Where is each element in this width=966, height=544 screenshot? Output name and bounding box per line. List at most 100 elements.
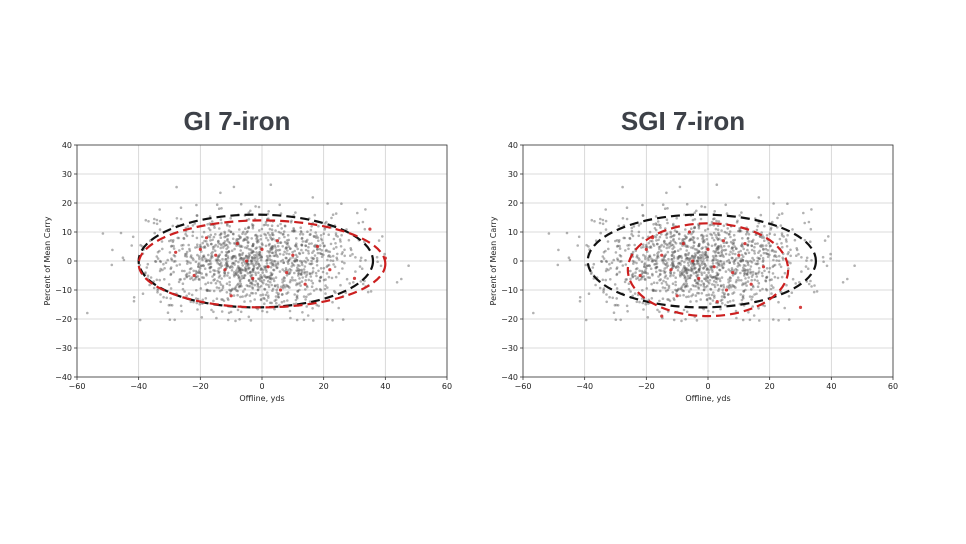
scatter-point xyxy=(286,260,290,264)
scatter-point xyxy=(239,235,242,239)
scatter-point xyxy=(233,263,236,266)
scatter-point xyxy=(762,251,766,255)
x-tick-label: −40 xyxy=(130,382,147,391)
scatter-point xyxy=(275,266,279,270)
scatter-point xyxy=(655,223,658,226)
scatter-point xyxy=(249,209,252,213)
scatter-point xyxy=(292,229,296,233)
scatter-point xyxy=(612,258,615,262)
scatter-point xyxy=(776,276,780,280)
scatter-point xyxy=(642,271,646,274)
scatter-point xyxy=(197,255,201,258)
scatter-point xyxy=(739,260,743,263)
scatter-point xyxy=(689,274,693,277)
scatter-point xyxy=(670,235,673,238)
scatter-point xyxy=(254,233,258,237)
scatter-point xyxy=(188,249,192,253)
scatter-point xyxy=(702,283,706,286)
scatter-point xyxy=(223,240,227,243)
scatter-point xyxy=(327,255,330,258)
scatter-point xyxy=(227,298,230,302)
scatter-point xyxy=(277,292,280,295)
scatter-point xyxy=(276,293,280,297)
scatter-point xyxy=(152,286,156,290)
scatter-point xyxy=(712,256,716,260)
scatter-point xyxy=(201,255,205,258)
scatter-point xyxy=(300,237,304,240)
scatter-point xyxy=(760,231,763,234)
scatter-point xyxy=(721,266,725,270)
scatter-point xyxy=(196,253,199,257)
scatter-point xyxy=(711,236,714,240)
scatter-point xyxy=(669,244,672,248)
scatter-point xyxy=(636,276,640,279)
scatter-point xyxy=(655,257,659,260)
scatter-point xyxy=(301,263,304,267)
scatter-point xyxy=(296,263,300,267)
scatter-point xyxy=(270,245,274,249)
scatter-point xyxy=(715,254,718,258)
scatter-point xyxy=(278,303,281,307)
scatter-point xyxy=(250,223,254,226)
scatter-point xyxy=(175,217,179,220)
scatter-point xyxy=(679,270,682,274)
scatter-point xyxy=(617,240,621,244)
scatter-point xyxy=(697,268,701,271)
scatter-point xyxy=(646,272,649,275)
scatter-point xyxy=(243,287,247,291)
scatter-point xyxy=(623,236,627,240)
scatter-point xyxy=(219,246,222,250)
scatter-point xyxy=(169,287,173,290)
scatter-point xyxy=(713,275,716,279)
scatter-point xyxy=(616,244,620,248)
highlight-point xyxy=(192,273,196,278)
scatter-point xyxy=(331,319,334,322)
scatter-point xyxy=(593,220,596,223)
scatter-point xyxy=(314,236,318,239)
scatter-point xyxy=(717,245,721,248)
scatter-point xyxy=(187,292,191,295)
scatter-point xyxy=(671,247,674,251)
scatter-point xyxy=(250,259,254,263)
scatter-point xyxy=(349,247,353,250)
scatter-point xyxy=(711,283,714,286)
scatter-point xyxy=(158,259,162,263)
scatter-point xyxy=(766,249,770,252)
scatter-point xyxy=(189,277,192,281)
scatter-point xyxy=(671,282,675,285)
scatter-point xyxy=(179,206,183,209)
scatter-point xyxy=(745,259,748,263)
scatter-point xyxy=(629,269,632,273)
scatter-point xyxy=(748,268,752,271)
y-tick-label: 40 xyxy=(508,141,518,150)
scatter-point xyxy=(702,260,705,263)
scatter-point xyxy=(251,250,254,253)
scatter-point xyxy=(241,264,244,267)
scatter-point xyxy=(247,226,251,229)
scatter-point xyxy=(294,244,298,247)
scatter-point xyxy=(237,237,241,241)
scatter-point xyxy=(300,268,304,272)
scatter-point xyxy=(714,227,718,231)
scatter-point xyxy=(171,224,175,228)
scatter-point xyxy=(294,257,297,261)
scatter-point xyxy=(719,284,723,287)
highlight-point xyxy=(731,271,735,275)
scatter-point xyxy=(272,254,276,258)
scatter-point xyxy=(279,231,283,235)
scatter-point xyxy=(777,213,781,216)
scatter-point xyxy=(695,270,698,274)
scatter-point xyxy=(266,258,269,262)
scatter-point xyxy=(690,268,694,271)
scatter-point xyxy=(780,275,784,279)
scatter-point xyxy=(712,224,716,227)
scatter-point xyxy=(239,236,242,239)
scatter-point xyxy=(180,244,183,247)
scatter-point xyxy=(132,296,136,299)
scatter-point xyxy=(754,233,758,236)
scatter-point xyxy=(621,217,625,220)
scatter-point xyxy=(700,233,704,237)
scatter-point xyxy=(803,221,806,225)
scatter-point xyxy=(234,259,238,263)
scatter-point xyxy=(258,253,262,256)
